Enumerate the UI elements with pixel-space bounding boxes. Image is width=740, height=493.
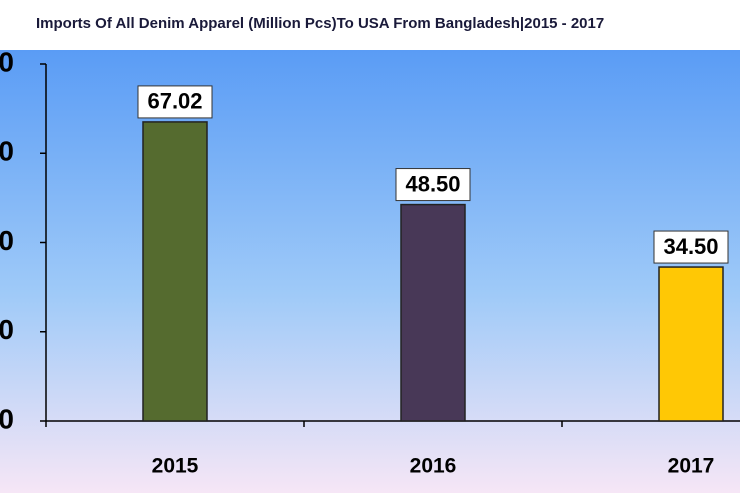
x-tick-label: 2016 <box>410 455 457 478</box>
x-tick-label: 2015 <box>152 455 199 478</box>
x-tick-label: 2017 <box>668 455 715 478</box>
y-tick-label: 40 <box>0 225 14 256</box>
value-label-box <box>653 230 729 264</box>
chart-title: Imports Of All Denim Apparel (Million Pc… <box>36 15 604 32</box>
y-tick-label: 60 <box>0 136 14 167</box>
bar <box>400 203 466 422</box>
y-tick-label: 80 <box>0 46 14 77</box>
y-tick-label: 20 <box>0 314 14 345</box>
value-label-box <box>137 85 213 119</box>
y-tick-label: 0 <box>0 403 14 434</box>
bar <box>658 266 724 422</box>
bar <box>142 121 208 422</box>
value-label: 48.50 <box>405 171 460 196</box>
value-label: 34.50 <box>663 234 718 259</box>
value-label: 67.02 <box>147 89 202 114</box>
value-label-box <box>395 168 471 202</box>
plot-background <box>0 50 740 493</box>
